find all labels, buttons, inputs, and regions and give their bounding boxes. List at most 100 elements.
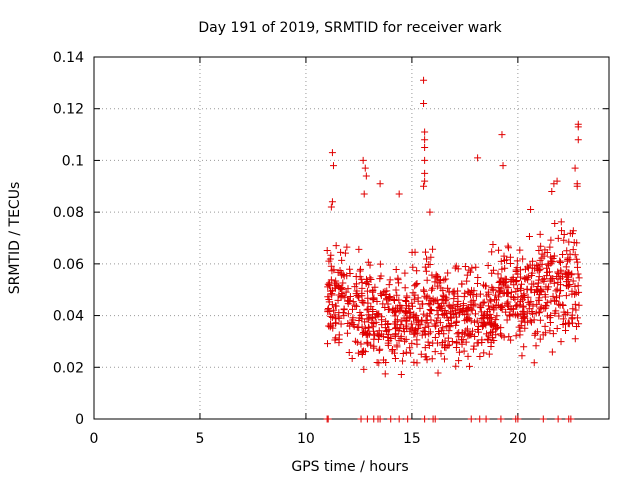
data-point <box>507 336 515 344</box>
data-point <box>425 330 433 338</box>
data-point <box>444 334 452 342</box>
x-tick-label: 10 <box>297 431 315 447</box>
data-point <box>571 300 579 308</box>
data-point <box>413 267 421 275</box>
data-point <box>402 348 410 356</box>
data-point <box>554 234 562 242</box>
data-point <box>494 270 502 278</box>
data-point <box>572 306 580 314</box>
data-point <box>442 275 450 283</box>
data-point <box>507 293 515 301</box>
data-point <box>571 335 579 343</box>
chart-title: Day 191 of 2019, SRMTID for receiver war… <box>198 20 502 36</box>
data-point <box>412 325 420 333</box>
data-point <box>339 279 347 287</box>
data-point <box>421 328 429 336</box>
data-point <box>488 320 496 328</box>
data-point <box>573 314 581 322</box>
data-point <box>444 269 452 277</box>
data-point <box>423 356 431 364</box>
data-point <box>327 203 335 211</box>
data-point <box>462 327 470 335</box>
data-point <box>495 246 503 254</box>
data-point <box>556 275 564 283</box>
data-point <box>452 310 460 318</box>
data-point <box>535 273 543 281</box>
data-point <box>337 248 345 256</box>
y-axis-ticks: 0 0.02 0.04 0.06 0.08 0.1 0.12 0.14 <box>53 50 609 428</box>
data-point <box>537 242 545 250</box>
y-tick-label: 0.02 <box>53 360 84 376</box>
data-point <box>398 317 406 325</box>
data-point <box>346 292 354 300</box>
data-point <box>527 318 535 326</box>
data-point <box>482 415 490 423</box>
data-point <box>339 309 347 317</box>
data-point <box>556 257 564 265</box>
y-tick-label: 0.08 <box>53 205 84 221</box>
data-point <box>376 180 384 188</box>
data-point <box>377 316 385 324</box>
data-point <box>431 278 439 286</box>
data-point <box>460 347 468 355</box>
data-point <box>417 350 425 358</box>
data-point <box>516 273 524 281</box>
data-point <box>527 286 535 294</box>
data-point <box>546 319 554 327</box>
data-point <box>535 267 543 275</box>
data-point <box>377 292 385 300</box>
data-point <box>455 348 463 356</box>
data-point <box>421 169 429 177</box>
data-point <box>360 365 368 373</box>
data-point <box>488 248 496 256</box>
data-point <box>535 309 543 317</box>
data-point <box>484 262 492 270</box>
data-point <box>375 327 383 335</box>
data-point <box>392 286 400 294</box>
data-point <box>361 348 369 356</box>
data-point <box>546 277 554 285</box>
data-point <box>365 324 373 332</box>
data-point <box>536 305 544 313</box>
data-point <box>415 321 423 329</box>
data-point <box>364 299 372 307</box>
data-point <box>467 331 475 339</box>
data-point <box>356 273 364 281</box>
data-point <box>391 354 399 362</box>
data-point <box>575 288 583 296</box>
data-point <box>568 270 576 278</box>
data-point <box>557 218 565 226</box>
data-point <box>516 327 524 335</box>
data-point <box>567 415 575 423</box>
data-point <box>504 302 512 310</box>
data-point <box>497 274 505 282</box>
data-point <box>357 415 365 423</box>
data-point <box>443 322 451 330</box>
data-point <box>549 330 557 338</box>
data-point <box>365 281 373 289</box>
data-point <box>465 289 473 297</box>
data-point <box>332 319 340 327</box>
data-point <box>513 311 521 319</box>
data-point <box>543 268 551 276</box>
data-point <box>533 328 541 336</box>
data-point <box>514 312 522 320</box>
data-point <box>524 273 532 281</box>
data-point <box>367 341 375 349</box>
data-point <box>493 324 501 332</box>
data-point <box>484 288 492 296</box>
data-point <box>354 293 362 301</box>
data-point <box>379 333 387 341</box>
data-point <box>395 415 403 423</box>
data-point <box>529 302 537 310</box>
data-point <box>490 336 498 344</box>
data-point <box>553 294 561 302</box>
data-point <box>494 323 502 331</box>
data-point <box>485 332 493 340</box>
data-point <box>506 253 514 261</box>
data-point <box>525 233 533 241</box>
data-point <box>397 332 405 340</box>
data-point <box>421 177 429 185</box>
data-point <box>479 314 487 322</box>
data-point <box>414 294 422 302</box>
